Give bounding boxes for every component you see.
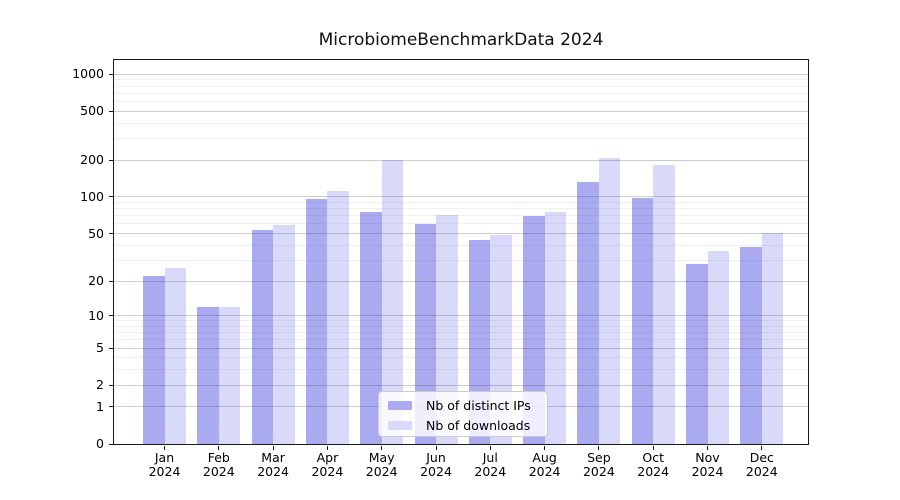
gridline-minor (114, 244, 808, 246)
legend-row-nb-of-downloads: Nb of downloads (388, 415, 547, 435)
bar-nb-of-distinct-ips (414, 223, 436, 444)
x-tick-label-may: May 2024 (365, 450, 398, 479)
x-tick-label-jul: Jul 2024 (474, 450, 507, 479)
bar-nb-of-distinct-ips (251, 229, 274, 444)
x-tick-mark (761, 445, 763, 450)
x-tick-label-mar: Mar 2024 (257, 450, 289, 479)
bar-nb-of-distinct-ips (360, 211, 382, 444)
bar-nb-of-downloads (327, 191, 349, 444)
bar-nb-of-downloads (218, 306, 241, 444)
legend: Nb of distinct IPs Nb of downloads (378, 391, 548, 437)
bar-nb-of-distinct-ips (523, 215, 545, 444)
gridline-major (114, 110, 808, 112)
gridline-minor (114, 85, 808, 87)
gridline-minor (114, 79, 808, 81)
x-tick-mark (435, 445, 437, 450)
y-tick-mark (108, 315, 113, 317)
x-tick-label-sep: Sep 2024 (582, 450, 615, 479)
bar-nb-of-distinct-ips (143, 276, 165, 444)
y-tick-mark (108, 73, 113, 75)
gridline-minor (114, 223, 808, 225)
gridline-minor (114, 202, 808, 204)
gridline-minor (114, 122, 808, 124)
x-tick-mark (164, 445, 165, 450)
legend-label-nb-of-downloads: Nb of downloads (426, 417, 531, 433)
bar-nb-of-downloads (436, 215, 458, 444)
legend-label-nb-of-distinct-ips: Nb of distinct IPs (426, 397, 531, 413)
x-tick-label-apr: Apr 2024 (311, 450, 344, 479)
x-tick-label-dec: Dec 2024 (745, 450, 778, 479)
y-tick-mark (108, 443, 113, 445)
y-tick-mark (108, 406, 113, 408)
bar-nb-of-downloads (598, 158, 621, 444)
x-tick-mark (652, 445, 654, 450)
y-tick-mark (108, 233, 113, 235)
y-tick-mark (108, 384, 113, 386)
y-tick-label: 50 (88, 225, 104, 241)
bar-nb-of-downloads (164, 267, 186, 444)
y-tick-label: 5 (96, 340, 104, 356)
x-tick-mark (544, 445, 546, 450)
gridline-major (114, 73, 808, 75)
legend-swatch-nb-of-distinct-ips (388, 400, 412, 410)
bar-nb-of-downloads (761, 232, 784, 444)
bar-nb-of-distinct-ips (577, 182, 599, 444)
x-tick-mark (489, 445, 491, 450)
bar-nb-of-distinct-ips (740, 246, 762, 444)
x-tick-mark (707, 445, 708, 450)
bar-nb-of-downloads (381, 160, 404, 444)
gridline-minor (114, 259, 808, 261)
y-tick-mark (108, 159, 113, 161)
bar-nb-of-downloads (653, 164, 675, 444)
bar-nb-of-distinct-ips (305, 198, 328, 444)
y-tick-mark (108, 347, 113, 349)
x-tick-label-jan: Jan 2024 (148, 450, 181, 479)
bar-nb-of-downloads (707, 250, 729, 444)
y-tick-label: 2 (96, 377, 104, 393)
gridline-major (114, 159, 808, 161)
y-tick-label: 1 (96, 398, 104, 414)
bar-nb-of-distinct-ips (686, 263, 708, 444)
legend-swatch-nb-of-downloads (388, 420, 412, 430)
y-tick-label: 20 (88, 273, 104, 289)
gridline-major (114, 233, 808, 235)
x-tick-mark (326, 445, 328, 450)
gridline-minor (114, 92, 808, 94)
x-tick-mark (218, 445, 220, 450)
y-tick-label: 10 (88, 307, 104, 323)
y-tick-label: 500 (80, 103, 104, 119)
bar-nb-of-distinct-ips (197, 306, 219, 444)
y-tick-mark (108, 110, 113, 112)
bar-nb-of-distinct-ips (631, 198, 654, 444)
gridline-minor (114, 138, 808, 140)
x-tick-label-jun: Jun 2024 (420, 450, 452, 479)
x-tick-label-aug: Aug 2024 (528, 450, 561, 479)
bar-nb-of-downloads (544, 212, 567, 444)
gridline-minor (114, 215, 808, 217)
y-tick-label: 0 (96, 436, 104, 451)
bar-nb-of-downloads (273, 224, 295, 444)
x-tick-label-oct: Oct 2024 (637, 450, 670, 479)
x-tick-label-feb: Feb 2024 (202, 450, 235, 479)
y-tick-label: 100 (80, 188, 104, 204)
x-tick-mark (381, 445, 383, 450)
chart-title: MicrobiomeBenchmarkData 2024 (318, 30, 604, 50)
x-tick-label-nov: Nov 2024 (691, 450, 724, 479)
x-tick-mark (598, 445, 600, 450)
y-tick-label: 1000 (72, 66, 104, 82)
gridline-minor (114, 101, 808, 103)
y-tick-mark (108, 196, 113, 198)
y-tick-label: 200 (80, 152, 104, 168)
gridline-minor (114, 208, 808, 210)
plot-area: Nb of distinct IPs Nb of downloads (113, 59, 809, 445)
x-tick-mark (272, 445, 274, 450)
legend-row-nb-of-distinct-ips: Nb of distinct IPs (388, 395, 547, 415)
y-tick-mark (108, 280, 113, 282)
gridline-major (114, 196, 808, 198)
